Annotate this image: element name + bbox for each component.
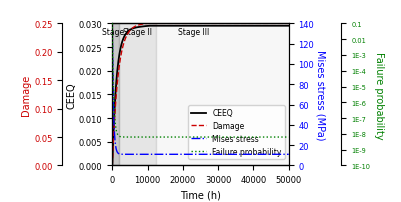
Y-axis label: Damage: Damage bbox=[21, 74, 31, 116]
Bar bbox=[156, 24, 289, 166]
Bar bbox=[112, 24, 119, 166]
Text: Stage I: Stage I bbox=[102, 27, 129, 37]
Y-axis label: Mises stress (MPa): Mises stress (MPa) bbox=[315, 50, 325, 140]
Text: Stage III: Stage III bbox=[178, 27, 209, 37]
Bar bbox=[119, 24, 156, 166]
Y-axis label: Failure probability: Failure probability bbox=[374, 51, 384, 139]
Text: Stage II: Stage II bbox=[124, 27, 152, 37]
Legend: CEEQ, Damage, Mises stress, Failure probability: CEEQ, Damage, Mises stress, Failure prob… bbox=[188, 106, 285, 159]
X-axis label: Time (h): Time (h) bbox=[180, 190, 221, 200]
Y-axis label: CEEQ: CEEQ bbox=[66, 82, 76, 108]
